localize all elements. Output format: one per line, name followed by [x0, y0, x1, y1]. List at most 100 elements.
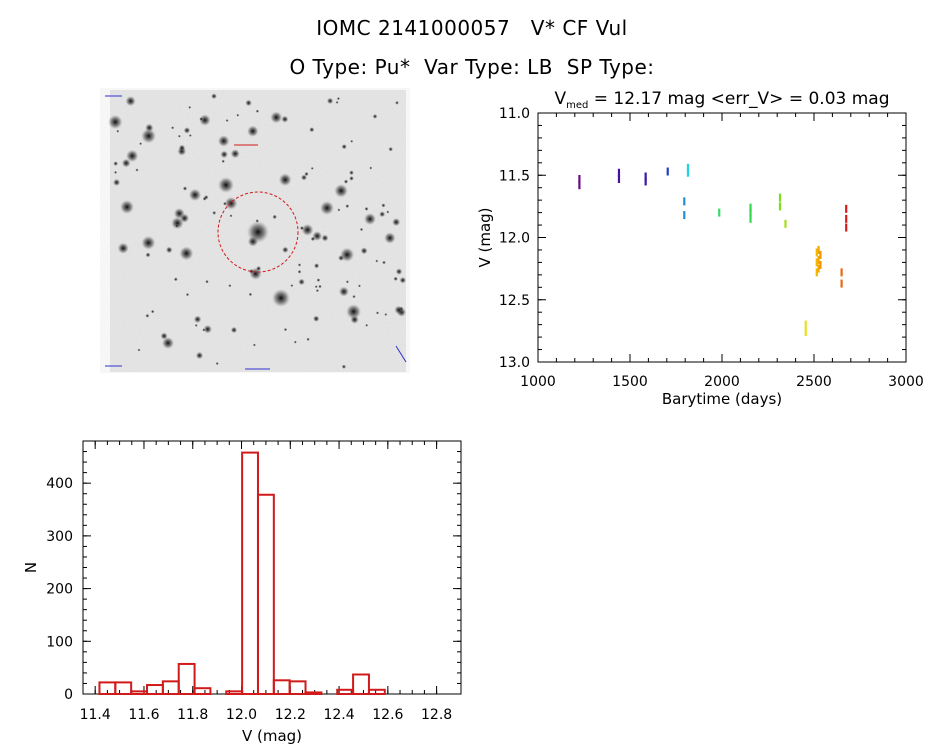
histogram-bar — [272, 679, 291, 696]
star — [341, 364, 347, 369]
plot-frame — [537, 112, 907, 363]
histogram-bar — [367, 688, 386, 695]
bright-star — [218, 177, 234, 193]
star — [221, 159, 225, 163]
histogram-bar — [193, 687, 212, 696]
star — [117, 242, 129, 254]
star — [321, 234, 329, 242]
star — [309, 127, 315, 133]
star — [386, 210, 390, 214]
y-tick-label: 300 — [46, 529, 73, 545]
star — [193, 315, 202, 324]
star — [114, 170, 118, 174]
star — [299, 226, 304, 231]
x-tick-label: 12.0 — [226, 707, 257, 723]
star — [341, 144, 347, 150]
star — [225, 119, 229, 122]
star — [177, 134, 181, 138]
star — [395, 100, 399, 105]
star — [392, 218, 401, 227]
x-tick-label: 11.6 — [128, 707, 159, 723]
star — [171, 216, 184, 230]
star — [141, 128, 156, 144]
star — [135, 168, 139, 172]
star — [202, 196, 207, 201]
y-tick-label: 0 — [64, 687, 73, 703]
y-tick-label: 12.5 — [499, 293, 530, 309]
histogram-bar — [304, 691, 323, 696]
star — [220, 150, 228, 159]
histogram-bar — [146, 684, 164, 696]
star — [369, 166, 373, 170]
star — [179, 246, 194, 261]
x-axis-label: V (mag) — [242, 727, 302, 745]
star — [217, 135, 230, 147]
star — [228, 284, 232, 288]
y-tick-label: 13.0 — [499, 355, 530, 371]
star — [199, 114, 211, 126]
x-tick-label: 12.4 — [323, 707, 354, 723]
star — [381, 203, 386, 208]
star — [165, 246, 173, 254]
star — [304, 171, 309, 177]
star — [252, 343, 256, 347]
star — [194, 323, 198, 327]
star — [203, 324, 212, 334]
star — [175, 224, 179, 228]
star — [278, 173, 292, 187]
star — [113, 161, 119, 166]
star — [326, 97, 334, 105]
star — [230, 326, 238, 334]
y-tick-label: 100 — [46, 634, 73, 650]
star — [338, 286, 349, 297]
chart-title-line2: O Type: Pu* Var Type: LB SP Type: — [289, 55, 655, 79]
star — [360, 247, 368, 255]
star — [145, 252, 151, 258]
star — [290, 284, 294, 288]
star — [255, 109, 260, 113]
star — [298, 278, 305, 286]
star — [350, 139, 354, 143]
x-tick-label: 12.6 — [372, 707, 403, 723]
star — [364, 206, 369, 211]
x-tick-label: 12.2 — [275, 707, 306, 723]
star — [211, 93, 217, 100]
star — [141, 235, 156, 250]
x-tick-label: 11.4 — [80, 707, 111, 723]
histogram-bar — [161, 680, 180, 695]
histogram-bar — [256, 493, 275, 696]
star — [248, 268, 254, 274]
star — [340, 247, 355, 262]
star — [188, 188, 202, 202]
star — [315, 289, 319, 293]
star — [173, 277, 178, 282]
star — [188, 105, 192, 109]
star — [345, 280, 349, 284]
y-axis-label: N — [22, 562, 40, 573]
star — [137, 348, 141, 352]
chart-title-line1: IOMC 2141000057 V* CF Vul — [316, 16, 628, 40]
star — [183, 127, 191, 134]
star — [171, 126, 175, 130]
y-tick-label: 200 — [46, 582, 73, 598]
bright-star — [320, 201, 334, 215]
star — [313, 315, 320, 322]
star — [108, 114, 123, 130]
sky-image — [105, 90, 407, 372]
star — [236, 113, 240, 117]
star — [359, 227, 364, 232]
x-axis-label: Barytime (days) — [662, 390, 782, 408]
star — [349, 170, 354, 176]
star — [245, 99, 252, 107]
star — [358, 284, 361, 288]
star — [185, 292, 190, 297]
bright-star — [120, 200, 134, 214]
star — [205, 279, 209, 284]
star — [281, 115, 289, 123]
star — [382, 260, 386, 265]
star — [229, 214, 233, 218]
x-tick-label: 11.8 — [177, 707, 208, 723]
star — [314, 285, 318, 289]
histogram-bar — [114, 681, 133, 696]
star — [188, 134, 192, 137]
